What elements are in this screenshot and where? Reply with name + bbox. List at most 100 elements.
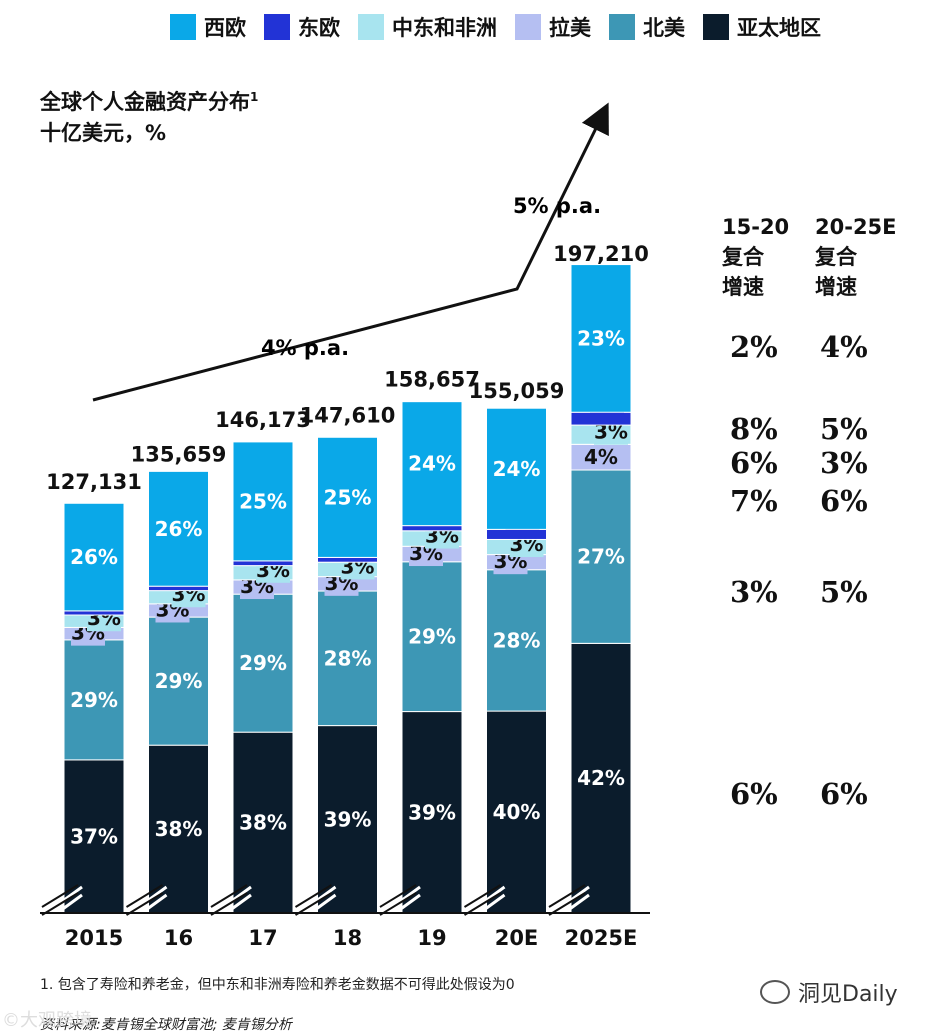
legend-swatch xyxy=(609,14,635,40)
bar-segment-western-europe xyxy=(570,264,632,413)
legend-swatch xyxy=(358,14,384,40)
watermark-secondary: ©大观跨境 xyxy=(2,1010,92,1031)
cagr-north-america-20-25: 5% xyxy=(820,575,868,609)
x-tick-label: 17 xyxy=(248,926,277,950)
x-tick-label: 19 xyxy=(417,926,446,950)
legend-item-asia-pacific: 亚太地区 xyxy=(703,12,821,42)
bar-segment-north-america xyxy=(232,593,294,733)
bar-segment-western-europe xyxy=(148,470,209,587)
cagr-eastern-europe-15-20: 8% xyxy=(730,412,778,446)
wechat-icon xyxy=(760,980,790,1004)
bar-segment-western-europe xyxy=(401,401,463,527)
cagr-latin-america-15-20: 7% xyxy=(730,484,778,518)
cagr-asia-pacific-20-25: 6% xyxy=(820,777,868,811)
bar-segment-label: 25% xyxy=(324,485,372,509)
watermark-text: 洞见Daily xyxy=(798,982,898,1007)
bar-segment-asia-pacific xyxy=(148,744,209,914)
axis-break-line xyxy=(41,884,79,916)
growth-arrow-line xyxy=(92,102,609,402)
bar-segment-label: 4% xyxy=(584,445,618,469)
legend-item-north-america: 北美 xyxy=(609,12,685,42)
cagr-middle-east-africa-20-25: 3% xyxy=(820,446,868,480)
bar-segment-western-europe xyxy=(486,407,547,530)
legend-label: 中东和非洲 xyxy=(392,16,497,40)
bar-segment-label: 24% xyxy=(493,457,541,481)
axis-break-mark xyxy=(397,885,421,913)
legend-label: 东欧 xyxy=(298,16,340,40)
bar-segment-eastern-europe xyxy=(63,610,125,616)
x-tick-label: 2025E xyxy=(565,926,638,950)
bar-segment-north-america xyxy=(63,639,125,761)
bar-segment-western-europe xyxy=(232,441,294,562)
legend-label: 拉美 xyxy=(549,16,591,40)
bar-segment-label: 38% xyxy=(239,811,287,835)
x-tick-label: 20E xyxy=(495,926,539,950)
axis-break-line xyxy=(210,884,248,916)
bar-segment-north-america xyxy=(401,561,463,713)
bar-segment-label: 26% xyxy=(155,517,203,541)
x-tick-label: 2015 xyxy=(65,926,123,950)
axis-break-mark xyxy=(59,885,83,913)
axis-break-line xyxy=(294,884,333,916)
bar-segment-label: 27% xyxy=(577,545,625,569)
bar-total-label: 147,610 xyxy=(300,403,396,427)
cagr-eastern-europe-20-25: 5% xyxy=(820,412,868,446)
legend: 西欧 东欧 中东和非洲 拉美 北美 亚太地区 xyxy=(170,12,821,42)
bar-segment-western-europe xyxy=(317,436,378,558)
x-tick-label: 18 xyxy=(333,926,362,950)
legend-swatch xyxy=(703,14,729,40)
cagr-middle-east-africa-15-20: 6% xyxy=(730,446,778,480)
bar-segment-label: 28% xyxy=(493,628,541,652)
bar-segment-label: 29% xyxy=(408,625,456,649)
bar-segment-north-america xyxy=(486,569,547,712)
bar-total-label: 127,131 xyxy=(46,470,142,494)
watermark: 洞见Daily xyxy=(760,976,898,1008)
bar-segment-label: 26% xyxy=(70,545,118,569)
axis-break-mark xyxy=(312,885,337,913)
chart-title: 全球个人金融资产分布1 xyxy=(40,90,259,114)
bar-segment-eastern-europe xyxy=(486,528,547,540)
bar-segment-western-europe xyxy=(63,502,125,612)
bar-segment-north-america xyxy=(570,469,632,644)
growth-label-first: 4% p.a. xyxy=(261,336,349,360)
bar-segment-label: 25% xyxy=(239,489,287,513)
legend-item-latin-america: 拉美 xyxy=(515,12,591,42)
bar-segment-label: 39% xyxy=(408,800,456,824)
bar-total-label: 146,173 xyxy=(215,408,311,432)
axis-break-mark xyxy=(228,885,252,913)
bar-segment-asia-pacific xyxy=(486,710,547,914)
bar-segment-label: 29% xyxy=(155,669,203,693)
bar-total-label: 158,657 xyxy=(384,368,480,392)
legend-swatch xyxy=(170,14,196,40)
bar-segment-label: 23% xyxy=(577,326,625,350)
legend-item-eastern-europe: 东欧 xyxy=(264,12,340,42)
cagr-north-america-15-20: 3% xyxy=(730,575,778,609)
bar-segment-label: 29% xyxy=(239,651,287,675)
axis-break-line xyxy=(463,884,502,916)
growth-arrows: 4% p.a. 5% p.a. xyxy=(92,102,609,402)
bar-segment-asia-pacific xyxy=(570,642,632,914)
cagr-header-2020-2025: 20-25E 复合 增速 xyxy=(815,215,897,299)
bar-segment-label: 40% xyxy=(493,800,541,824)
bar-total-label: 135,659 xyxy=(131,442,227,466)
legend-label: 北美 xyxy=(643,16,685,40)
cagr-latin-america-20-25: 6% xyxy=(820,484,868,518)
bar-segment-label: 42% xyxy=(577,766,625,790)
axis-break-line xyxy=(379,884,417,916)
axis-break-mark xyxy=(481,885,506,913)
cagr-header-2015-2020: 15-20 复合 增速 xyxy=(722,215,790,299)
footnote: 1. 包含了寿险和养老金，但中东和非洲寿险和养老金数据不可得此处假设为0 xyxy=(40,977,515,993)
bar-segment-asia-pacific xyxy=(317,725,378,914)
cagr-western-europe-15-20: 2% xyxy=(730,330,778,364)
x-tick-label: 16 xyxy=(164,926,193,950)
bar-segment-label: 29% xyxy=(70,688,118,712)
chart-subtitle: 十亿美元，% xyxy=(40,121,167,145)
chart-title-block: 全球个人金融资产分布1 十亿美元，% xyxy=(40,82,258,149)
source-note: 资料来源:麦肯锡全球财富池; 麦肯锡分析 xyxy=(40,1017,292,1033)
cagr-asia-pacific-15-20: 6% xyxy=(730,777,778,811)
axis-break-line xyxy=(548,884,586,916)
legend-swatch xyxy=(515,14,541,40)
bar-total-label: 197,210 xyxy=(553,242,649,266)
bar-segment-eastern-europe xyxy=(401,525,463,532)
